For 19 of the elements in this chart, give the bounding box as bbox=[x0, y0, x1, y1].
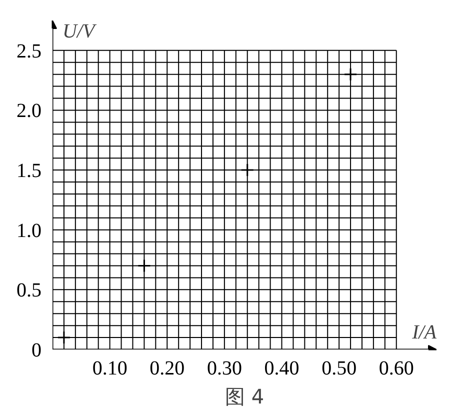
x-tick-label: 0.60 bbox=[378, 358, 414, 380]
y-tick-label: 2.0 bbox=[16, 100, 42, 122]
y-tick-label: 1.0 bbox=[16, 220, 42, 242]
x-tick-label: 0.10 bbox=[92, 358, 128, 380]
point bbox=[240, 163, 254, 177]
point bbox=[137, 259, 151, 273]
point bbox=[57, 330, 71, 344]
y-tick-label: 0.5 bbox=[16, 280, 42, 302]
text: 图 4 bbox=[224, 384, 264, 408]
x-tick-label: 0.20 bbox=[150, 358, 185, 380]
x-tick-label: 0.40 bbox=[264, 358, 300, 380]
y-tick-label: 1.5 bbox=[16, 160, 42, 182]
x-tick-label: 0.30 bbox=[206, 358, 242, 380]
y-axis-title: U/V bbox=[62, 20, 98, 42]
x-tick-label: 0.50 bbox=[322, 358, 357, 380]
y-tick-label: 2.5 bbox=[16, 40, 42, 62]
y-tick-label: 0 bbox=[32, 340, 42, 362]
x-axis-title: I/A bbox=[411, 322, 438, 344]
point bbox=[344, 68, 358, 82]
